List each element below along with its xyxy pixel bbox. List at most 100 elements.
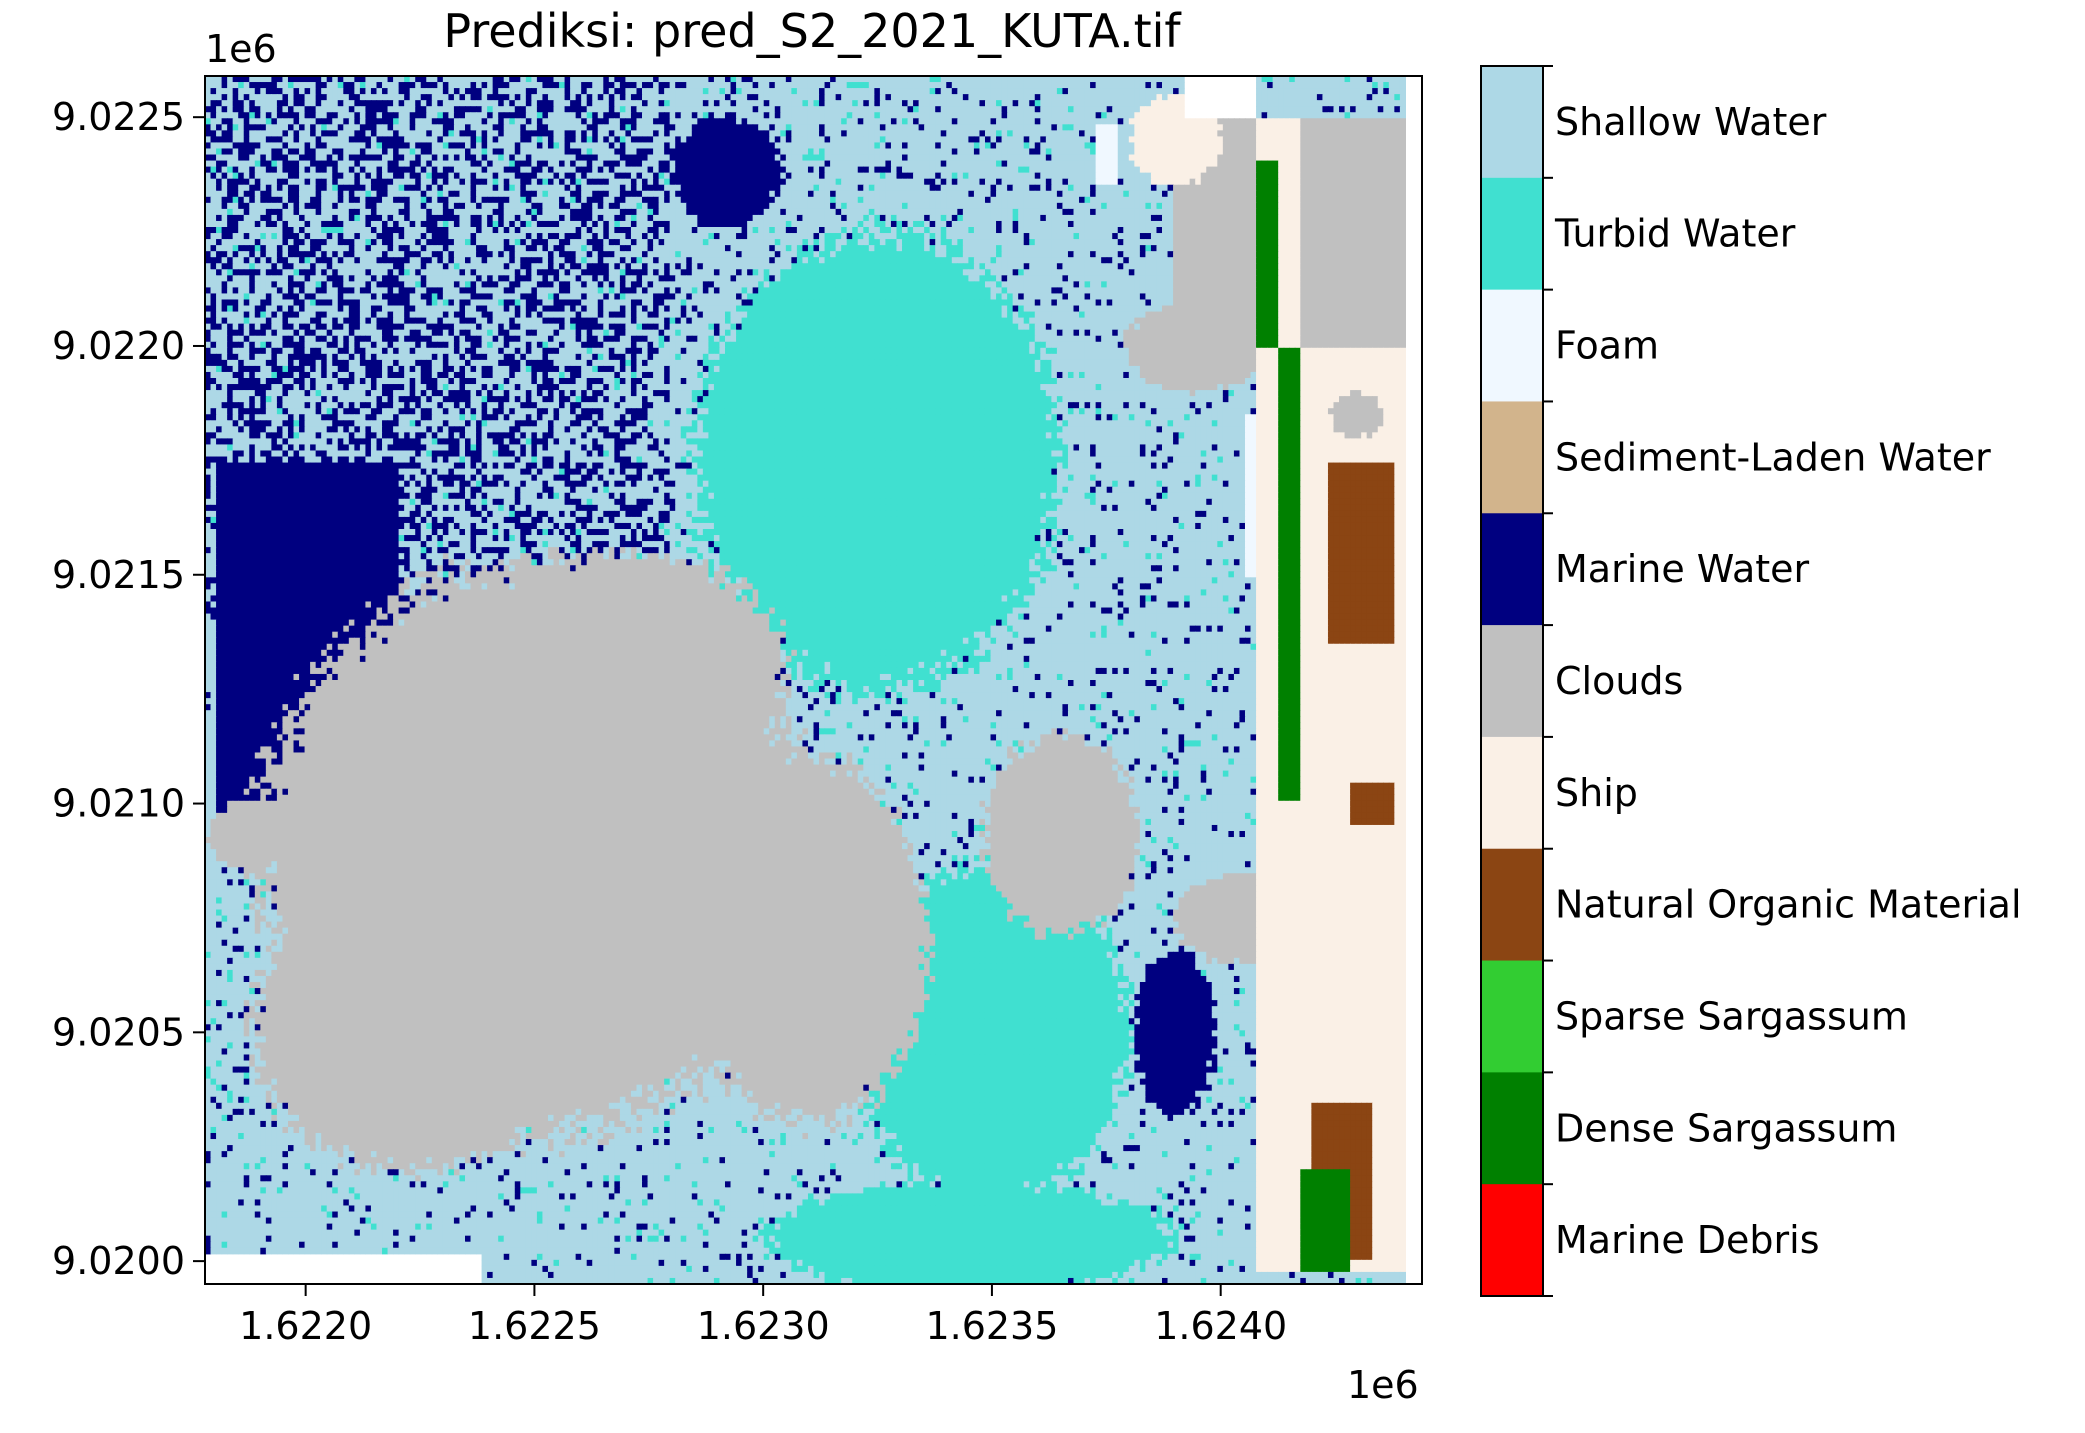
raster-cell xyxy=(769,191,775,198)
raster-cell xyxy=(1179,197,1185,204)
raster-cell xyxy=(797,136,803,143)
raster-cell xyxy=(421,112,427,119)
raster-cell xyxy=(1057,173,1063,180)
raster-cell xyxy=(365,100,371,107)
raster-cell xyxy=(692,88,698,95)
raster-cell xyxy=(603,161,609,168)
raster-cell xyxy=(1289,197,1295,204)
raster-cell xyxy=(991,185,997,192)
raster-cell xyxy=(426,209,432,216)
raster-cell xyxy=(1035,148,1041,155)
raster-cell xyxy=(1162,82,1168,89)
raster-cell xyxy=(753,173,759,180)
raster-cell xyxy=(714,94,720,101)
raster-cell xyxy=(631,88,637,95)
raster-cell xyxy=(896,94,902,101)
raster-cell xyxy=(1051,167,1057,174)
raster-cell xyxy=(1074,106,1080,113)
raster-cell xyxy=(625,209,631,216)
raster-cell xyxy=(603,142,609,149)
raster-cell xyxy=(1129,124,1135,131)
raster-cell xyxy=(885,106,891,113)
raster-cell xyxy=(415,118,421,125)
raster-cell xyxy=(587,209,593,216)
raster-cell xyxy=(1383,191,1389,198)
raster-cell xyxy=(830,197,836,204)
raster-cell xyxy=(1168,155,1174,162)
raster-cell xyxy=(719,118,725,125)
raster-cell xyxy=(1162,197,1168,204)
raster-cell xyxy=(924,155,930,162)
raster-cell xyxy=(509,136,515,143)
raster-cell xyxy=(769,112,775,119)
raster-cell xyxy=(1234,148,1240,155)
raster-cell xyxy=(1168,148,1174,155)
raster-cell xyxy=(404,173,410,180)
raster-cell xyxy=(1029,118,1035,125)
raster-cell xyxy=(1068,191,1074,198)
raster-cell xyxy=(393,161,399,168)
raster-cell xyxy=(764,167,770,174)
raster-cell xyxy=(1317,179,1323,186)
raster-cell xyxy=(1251,136,1257,143)
raster-cell xyxy=(266,167,272,174)
raster-cell xyxy=(703,173,709,180)
raster-cell xyxy=(1273,112,1279,119)
raster-cell xyxy=(1107,118,1113,125)
raster-cell xyxy=(1190,118,1196,125)
raster-cell xyxy=(504,191,510,198)
raster-cell xyxy=(222,179,228,186)
raster-cell xyxy=(1190,136,1196,143)
raster-cell xyxy=(1057,112,1063,119)
raster-cell xyxy=(941,148,947,155)
raster-cell xyxy=(249,209,255,216)
raster-cell xyxy=(388,191,394,198)
raster-cell xyxy=(1239,203,1245,210)
raster-cell xyxy=(1361,124,1367,131)
raster-cell xyxy=(1101,191,1107,198)
raster-cell xyxy=(708,118,714,125)
raster-cell xyxy=(332,179,338,186)
raster-cell xyxy=(576,82,582,89)
raster-cell xyxy=(719,167,725,174)
raster-cell xyxy=(1051,112,1057,119)
raster-cell xyxy=(1367,130,1373,137)
raster-cell xyxy=(919,112,925,119)
raster-cell xyxy=(211,155,217,162)
raster-cell xyxy=(288,112,294,119)
raster-cell xyxy=(952,209,958,216)
raster-cell xyxy=(625,106,631,113)
raster-cell xyxy=(1383,124,1389,131)
raster-cell xyxy=(1068,197,1074,204)
raster-cell xyxy=(1184,185,1190,192)
raster-cell xyxy=(321,191,327,198)
raster-cell xyxy=(1345,167,1351,174)
raster-cell xyxy=(354,155,360,162)
raster-cell xyxy=(526,197,532,204)
raster-cell xyxy=(1251,148,1257,155)
raster-cell xyxy=(238,215,244,222)
raster-cell xyxy=(244,197,250,204)
raster-cell xyxy=(1007,185,1013,192)
raster-cell xyxy=(1284,203,1290,210)
raster-cell xyxy=(1206,118,1212,125)
raster-cell xyxy=(863,118,869,125)
raster-cell xyxy=(968,167,974,174)
raster-cell xyxy=(1074,203,1080,210)
raster-cell xyxy=(598,112,604,119)
raster-cell xyxy=(548,130,554,137)
raster-cell xyxy=(963,88,969,95)
raster-cell xyxy=(1328,106,1334,113)
raster-cell xyxy=(360,161,366,168)
raster-cell xyxy=(277,136,283,143)
raster-cell xyxy=(1400,136,1406,143)
raster-cell xyxy=(620,130,626,137)
raster-cell xyxy=(211,118,217,125)
raster-cell xyxy=(1107,82,1113,89)
raster-cell xyxy=(1345,88,1351,95)
raster-cell xyxy=(1029,130,1035,137)
raster-cell xyxy=(1251,197,1257,204)
raster-cell xyxy=(1002,112,1008,119)
raster-cell xyxy=(376,203,382,210)
raster-cell xyxy=(1278,191,1284,198)
